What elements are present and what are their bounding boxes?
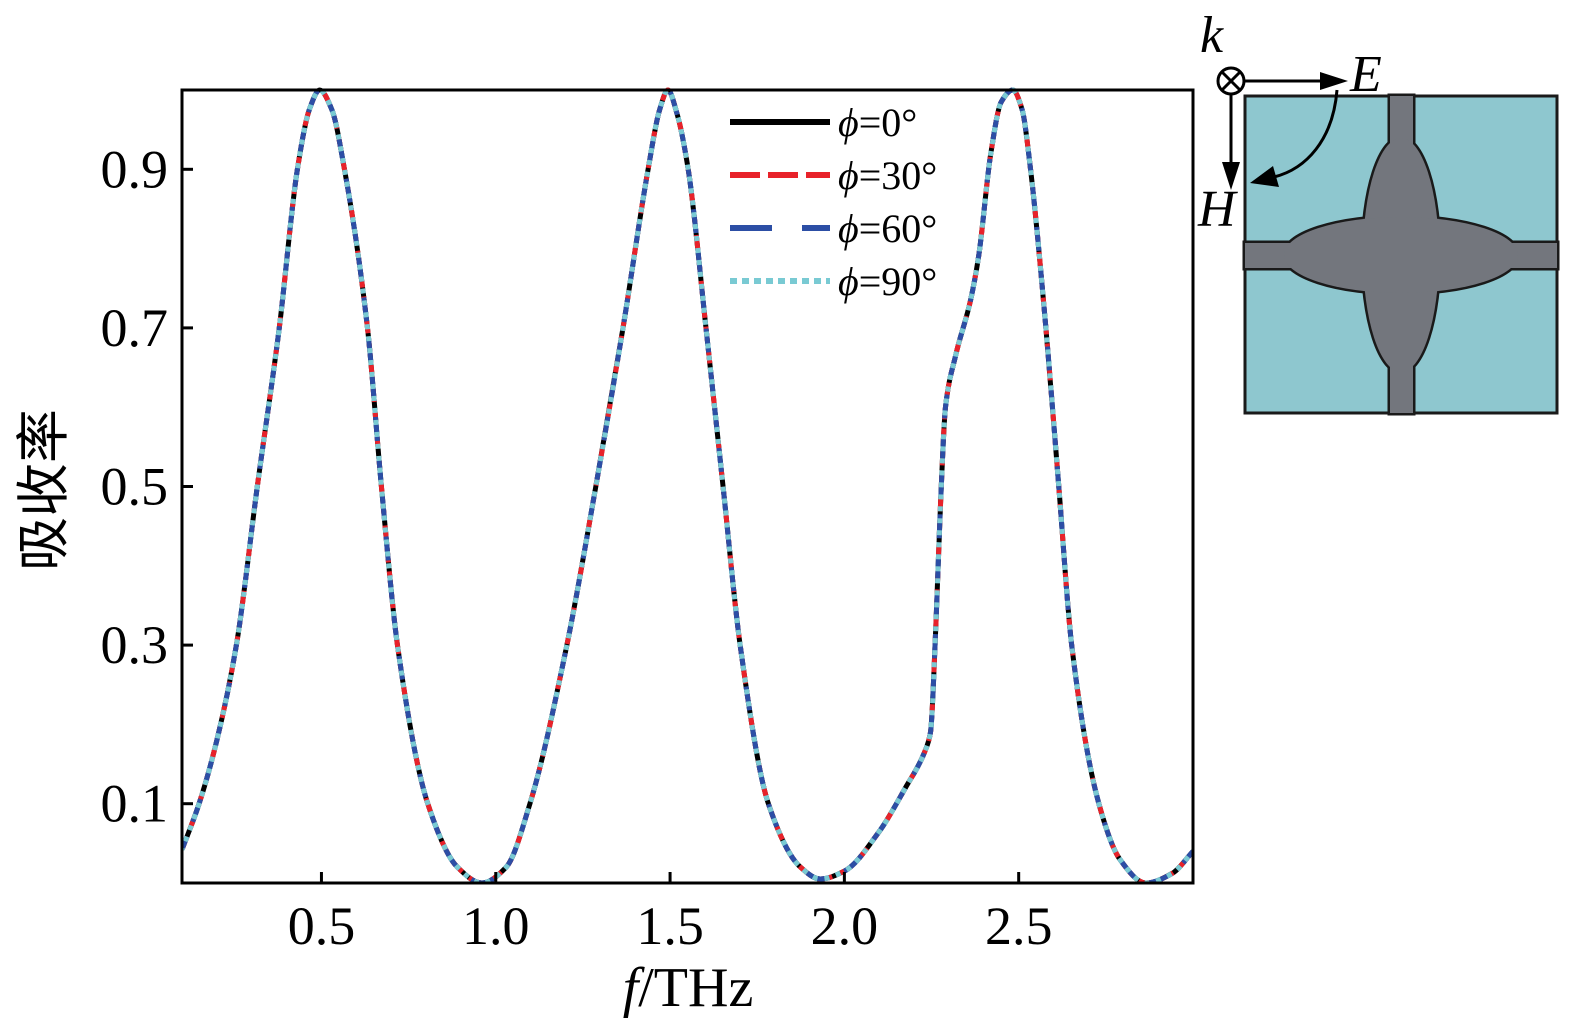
legend-label-phi-30: ϕ=30° bbox=[838, 153, 937, 198]
unit-cell-inset: k E H bbox=[1197, 7, 1560, 416]
x-axis-label: f/THz bbox=[623, 957, 754, 1019]
polarization-rotation-arrow bbox=[1250, 89, 1339, 187]
cross-resonator bbox=[1242, 93, 1560, 416]
legend-label-phi-60: ϕ=60° bbox=[838, 206, 937, 251]
x-tick-label: 1.0 bbox=[462, 896, 530, 956]
h-label: H bbox=[1197, 181, 1238, 238]
x-tick-label: 0.5 bbox=[288, 896, 356, 956]
x-tick-label: 1.5 bbox=[636, 896, 704, 956]
y-axis-ticks: 0.1 0.3 0.5 0.7 0.9 bbox=[101, 139, 193, 834]
series-line-3 bbox=[182, 87, 1193, 883]
y-tick-label: 0.1 bbox=[101, 774, 169, 834]
horizontal-lobe bbox=[1284, 217, 1518, 293]
legend-entry-phi-90: ϕ=90° bbox=[730, 259, 937, 304]
k-label: k bbox=[1200, 7, 1224, 64]
y-tick-label: 0.7 bbox=[101, 298, 169, 358]
electric-field-arrow bbox=[1244, 72, 1348, 90]
e-label: E bbox=[1349, 46, 1382, 103]
legend-entry-phi-60: ϕ=60° bbox=[730, 206, 937, 251]
x-axis-ticks: 0.5 1.0 1.5 2.0 2.5 bbox=[288, 872, 1053, 956]
legend-entry-phi-30: ϕ=30° bbox=[730, 153, 937, 198]
x-tick-label: 2.5 bbox=[985, 896, 1053, 956]
wave-vector-into-page-icon bbox=[1216, 66, 1246, 96]
legend-label-phi-0: ϕ=0° bbox=[838, 100, 917, 145]
y-tick-label: 0.3 bbox=[101, 615, 169, 675]
x-tick-label: 2.0 bbox=[811, 896, 879, 956]
series-layer bbox=[182, 87, 1193, 883]
y-tick-label: 0.5 bbox=[101, 457, 169, 517]
absorption-chart: 0.5 1.0 1.5 2.0 2.5 0.1 0.3 0.5 0.7 0.9 f/THz 吸收… bbox=[12, 87, 1195, 1019]
y-axis-label: 吸收率 bbox=[12, 409, 75, 571]
legend: ϕ=0° ϕ=30° ϕ=60° ϕ=90° bbox=[730, 100, 937, 304]
magnetic-field-arrow bbox=[1222, 94, 1240, 190]
legend-label-phi-90: ϕ=90° bbox=[838, 259, 937, 304]
y-tick-label: 0.9 bbox=[101, 139, 169, 199]
plot-background bbox=[182, 90, 1193, 883]
legend-entry-phi-0: ϕ=0° bbox=[730, 100, 917, 145]
